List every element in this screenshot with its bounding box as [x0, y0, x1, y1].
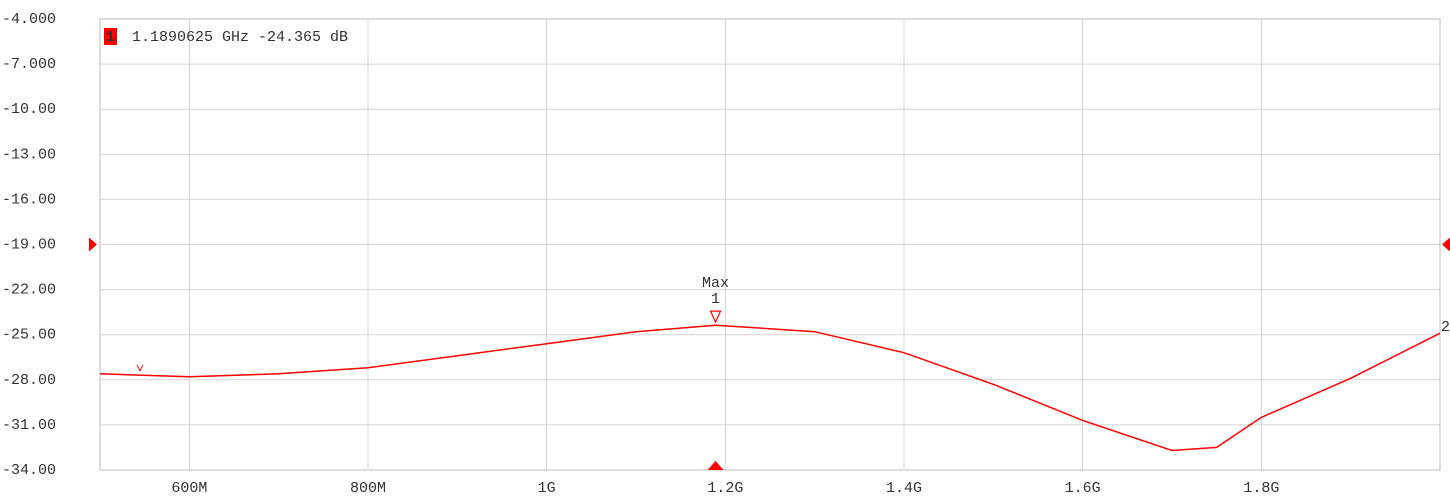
- trace-label: 2: [1441, 319, 1450, 336]
- y-tick-label: -25.00: [2, 327, 56, 344]
- marker-readout: 1.1890625 GHz -24.365 dB: [132, 29, 348, 46]
- x-tick-label: 1.6G: [1065, 480, 1101, 497]
- y-tick-label: -7.000: [2, 56, 56, 73]
- y-tick-label: -22.00: [2, 282, 56, 299]
- x-tick-label: 1.8G: [1243, 480, 1279, 497]
- x-tick-label: 800M: [350, 480, 386, 497]
- y-tick-label: -10.00: [2, 101, 56, 118]
- y-tick-label: -28.00: [2, 372, 56, 389]
- marker-x-arrow: [707, 461, 724, 470]
- trace-line: [99, 324, 1441, 452]
- y-tick-label: -4.000: [2, 11, 56, 28]
- marker-id: 1: [711, 291, 720, 308]
- y-tick-label: -13.00: [2, 146, 56, 163]
- y-tick-label: -19.00: [2, 236, 56, 253]
- x-tick-label: 1.4G: [886, 480, 922, 497]
- y-tick-label: -16.00: [2, 191, 56, 208]
- marker-triangle: [709, 310, 722, 324]
- start-marker: [136, 364, 144, 372]
- x-tick-label: 1G: [538, 480, 556, 497]
- ref-arrow-right: [1442, 237, 1450, 252]
- ref-arrow-left: [89, 237, 97, 252]
- y-tick-label: -31.00: [2, 417, 56, 434]
- marker-label: Max: [702, 275, 729, 292]
- marker-badge: [104, 28, 117, 45]
- plot-frame: [99, 18, 1441, 471]
- x-tick-label: 1.2G: [707, 480, 743, 497]
- marker-badge-id: 1: [106, 29, 115, 46]
- x-tick-label: 600M: [171, 480, 207, 497]
- y-tick-label: -34.00: [2, 462, 56, 479]
